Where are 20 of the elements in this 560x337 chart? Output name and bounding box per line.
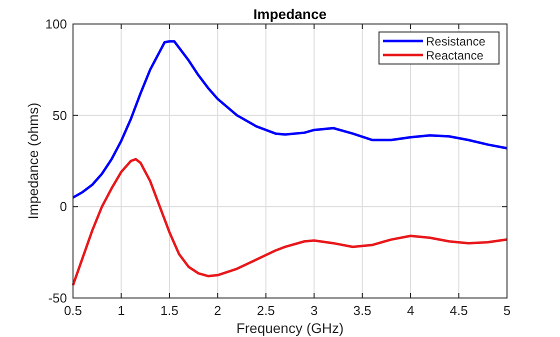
- legend-label: Reactance: [426, 48, 484, 62]
- x-tick-label: 5: [503, 303, 511, 318]
- y-tick-label: 0: [60, 199, 67, 214]
- line-series: [72, 158, 508, 286]
- x-tick-label: 1: [118, 303, 125, 318]
- x-tick-label: 4.5: [450, 303, 468, 318]
- x-tick-label: 2.5: [256, 303, 275, 318]
- x-tick-label: 0.5: [64, 303, 82, 318]
- x-axis-title: Frequency (GHz): [236, 320, 344, 336]
- legend-label: Resistance: [426, 34, 486, 48]
- x-tick-label: 3: [310, 303, 318, 318]
- x-tick-label: 2: [214, 303, 222, 318]
- x-tick-label: 1.5: [160, 303, 178, 318]
- x-tick-label: 3.5: [353, 303, 372, 318]
- y-tick-label: 50: [52, 108, 67, 123]
- chart-title: Impedance: [253, 6, 327, 22]
- y-axis-title: Impedance (ohms): [25, 102, 41, 220]
- y-tick-label: 100: [45, 16, 67, 32]
- x-tick-label: 4: [406, 303, 414, 318]
- y-tick-label: -50: [48, 290, 67, 306]
